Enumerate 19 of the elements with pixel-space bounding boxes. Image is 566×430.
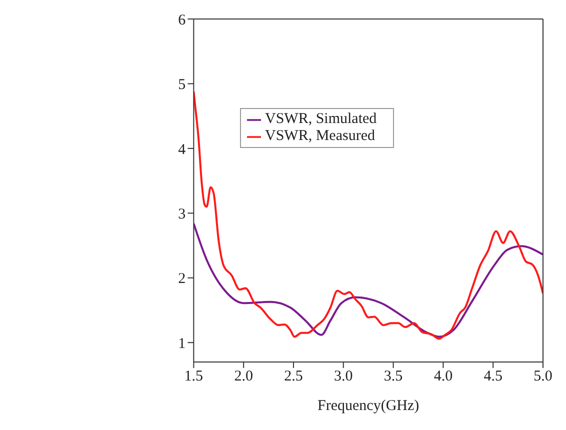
y-tick-label: 2 (178, 271, 186, 288)
line-series (194, 222, 543, 338)
y-tick-label: 5 (178, 77, 186, 94)
x-tick-label: 4.5 (484, 368, 502, 385)
x-tick-label: 4.0 (434, 368, 453, 385)
x-tick-label: 1.5 (184, 368, 204, 385)
y-tick-label: 6 (178, 12, 186, 28)
y-tick-label: 3 (178, 206, 186, 222)
line-series (194, 90, 543, 340)
legend-label: VSWR, Simulated (265, 111, 377, 127)
x-tick-label: 2.0 (234, 368, 253, 385)
x-tick-label: 2.5 (284, 368, 303, 385)
y-tick-label: 4 (178, 142, 186, 158)
x-tick-label: 3.0 (334, 368, 353, 385)
y-tick-label: 1 (178, 336, 186, 352)
legend-label: VSWR, Measured (265, 128, 375, 144)
x-tick-label: 5.0 (534, 368, 552, 385)
x-tick-label: 3.5 (384, 368, 403, 385)
x-axis-title: Frequency(GHz) (318, 398, 420, 414)
